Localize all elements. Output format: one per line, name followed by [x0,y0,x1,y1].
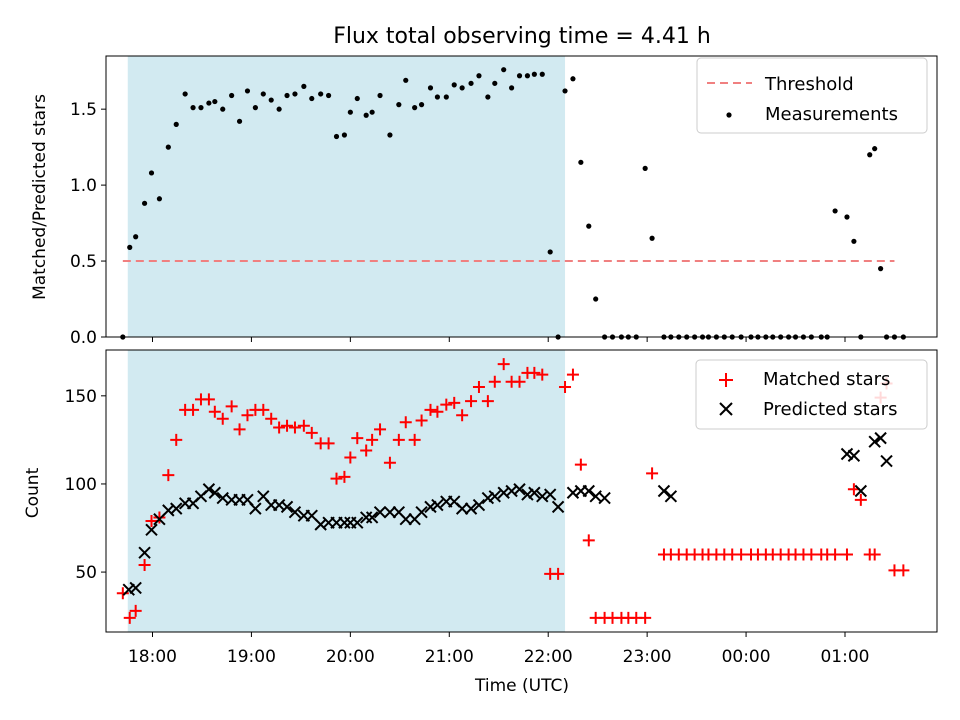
x-tick-label: 00:00 [722,647,771,667]
measurement-point [149,170,154,175]
top-y-tick-label: 0.0 [70,328,97,348]
measurement-point [157,196,162,201]
bottom-y-axis-label: Count [23,467,43,518]
measurement-point [570,76,575,81]
measurement-point [396,102,401,107]
measurement-point [643,166,648,171]
measurement-point [277,107,282,112]
measurement-point [525,73,530,78]
measurement-point [548,249,553,254]
measurement-point [501,67,506,72]
measurement-point [183,91,188,96]
threshold-legend-label: Threshold [764,74,854,95]
measurement-point [334,134,339,139]
measurement-point [133,234,138,239]
measurement-point [237,119,242,124]
measurement-point [412,105,417,110]
predicted-legend-label: Predicted stars [763,399,897,420]
x-tick-label: 20:00 [326,647,375,667]
measurement-point [452,82,457,87]
top-y-axis-label: Matched/Predicted stars [30,94,50,300]
measurement-point [460,85,465,90]
measurement-point [833,208,838,213]
figure: Flux total observing time = 4.41 h 0.0 0.… [0,0,960,720]
x-tick-label: 23:00 [623,647,672,667]
measurement-point [540,72,545,77]
measurement-point [872,146,877,151]
x-tick-label: 21:00 [425,647,474,667]
measurement-point [318,91,323,96]
measurement-point [229,93,234,98]
measurement-point [198,105,203,110]
chart-title: Flux total observing time = 4.41 h [333,24,711,49]
measurement-point [562,88,567,93]
measurement-point [468,81,473,86]
measurements-legend-label: Measurements [765,104,898,125]
measurement-point [509,85,514,90]
measurement-point [476,73,481,78]
measurement-point [284,93,289,98]
measurement-point [649,236,654,241]
measurement-point [364,113,369,118]
x-tick-label: 01:00 [820,647,869,667]
x-tick-label: 22:00 [524,647,573,667]
bottom-y-tick-label: 100 [65,475,97,495]
measurement-point [342,132,347,137]
bottom-y-tick-label: 150 [65,387,97,407]
measurement-point [387,132,392,137]
measurement-point [444,94,449,99]
measurement-point [492,81,497,86]
measurement-point [851,239,856,244]
measurement-point [578,160,583,165]
x-tick-label: 18:00 [128,647,177,667]
measurement-point [867,152,872,157]
top-shaded-interval [128,56,565,337]
measurement-point [532,72,537,77]
measurement-point [190,105,195,110]
bottom-legend: Matched stars Predicted stars [696,360,927,429]
top-legend: Threshold Measurements [697,58,927,133]
measurement-point [435,94,440,99]
measurement-point [261,91,266,96]
measurement-point [142,201,147,206]
measurement-point [355,96,360,101]
x-tick-label: 19:00 [227,647,276,667]
measurement-point [485,94,490,99]
measurements-legend-swatch [726,112,731,117]
measurement-point [326,93,331,98]
measurement-point [212,99,217,104]
measurement-point [593,296,598,301]
measurement-point [174,122,179,127]
top-y-tick-label: 0.5 [70,252,97,272]
measurement-point [166,145,171,150]
measurement-point [419,102,424,107]
measurement-point [878,266,883,271]
measurement-point [127,245,132,250]
measurement-point [370,110,375,115]
measurement-point [220,107,225,112]
measurement-point [301,84,306,89]
bottom-y-tick-label: 50 [75,563,97,583]
measurement-point [517,73,522,78]
measurement-point [245,88,250,93]
top-y-tick-label: 1.5 [70,100,97,120]
measurement-point [253,105,258,110]
measurement-point [269,97,274,102]
measurement-point [206,100,211,105]
matched-legend-label: Matched stars [763,369,890,390]
x-axis-label: Time (UTC) [474,676,569,696]
measurement-point [586,224,591,229]
measurement-point [377,93,382,98]
measurement-point [292,91,297,96]
measurement-point [309,96,314,101]
measurement-point [403,78,408,83]
measurement-point [348,110,353,115]
measurement-point [844,214,849,219]
top-y-tick-label: 1.0 [70,176,97,196]
measurement-point [428,85,433,90]
